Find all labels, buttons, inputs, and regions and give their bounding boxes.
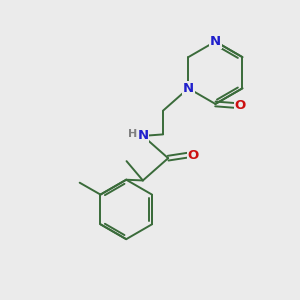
Text: N: N	[210, 35, 221, 48]
Text: O: O	[234, 99, 246, 112]
Text: O: O	[187, 149, 198, 162]
Text: N: N	[183, 82, 194, 95]
Text: H: H	[128, 129, 137, 140]
Text: N: N	[137, 129, 148, 142]
